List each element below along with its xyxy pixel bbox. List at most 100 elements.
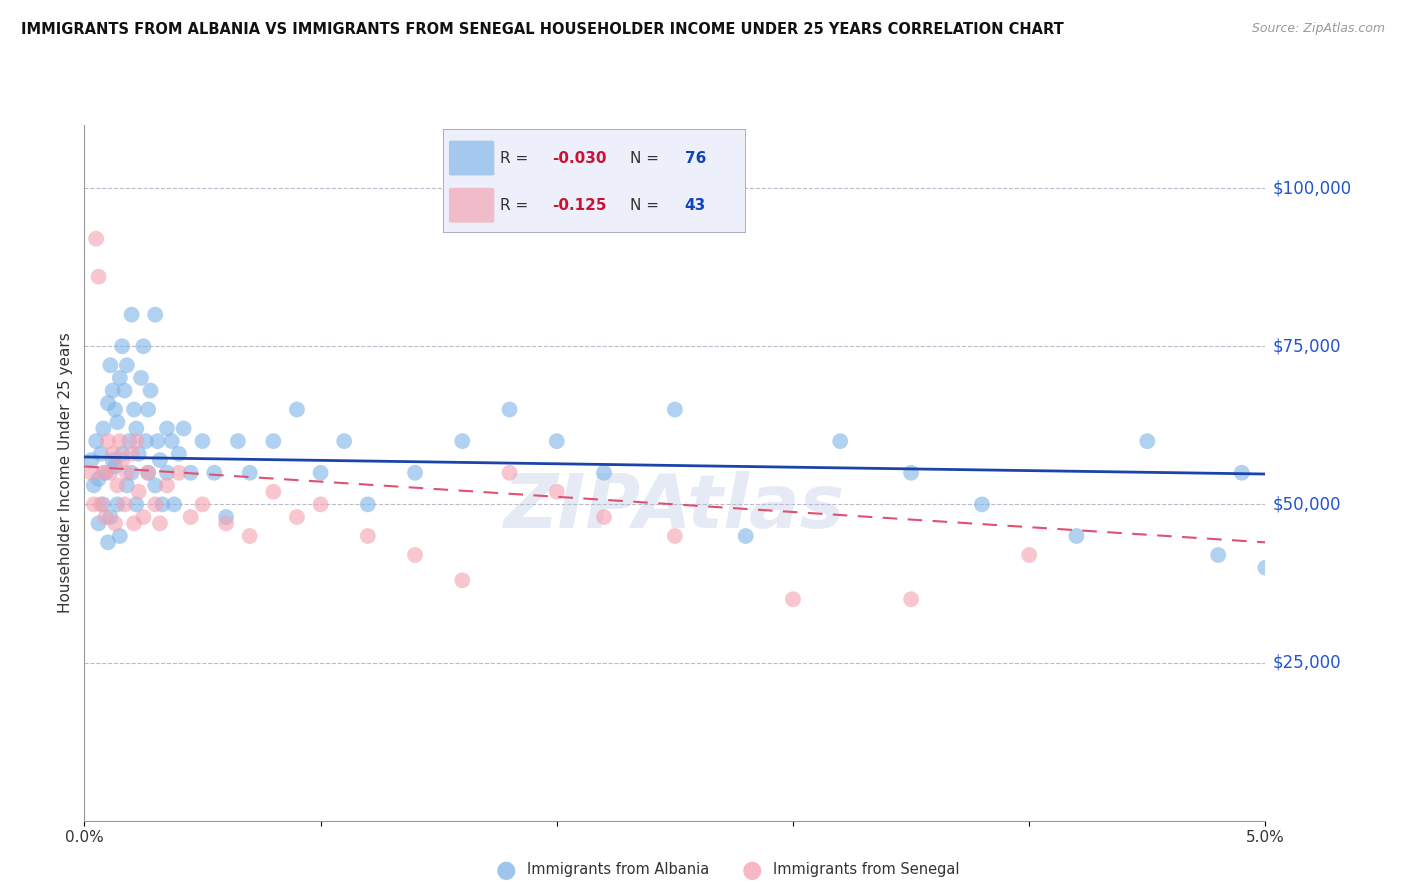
Point xyxy=(404,548,426,562)
Point xyxy=(139,384,162,398)
Point xyxy=(104,516,127,531)
Point xyxy=(125,434,148,449)
Text: Immigrants from Albania: Immigrants from Albania xyxy=(527,863,710,877)
Point xyxy=(115,358,138,372)
Text: -0.125: -0.125 xyxy=(551,198,606,213)
Point xyxy=(94,466,117,480)
Point xyxy=(121,447,143,461)
Point xyxy=(156,421,179,435)
Point xyxy=(129,371,152,385)
Text: ●: ● xyxy=(742,858,762,881)
Point xyxy=(451,574,474,588)
Point xyxy=(115,466,138,480)
Point xyxy=(84,232,107,246)
Point xyxy=(104,459,127,474)
Point xyxy=(98,358,121,372)
Point xyxy=(136,466,159,480)
Y-axis label: Householder Income Under 25 years: Householder Income Under 25 years xyxy=(58,333,73,613)
Point xyxy=(121,466,143,480)
Point xyxy=(309,497,332,511)
Point xyxy=(900,466,922,480)
Point xyxy=(156,466,179,480)
Point xyxy=(546,484,568,499)
Point xyxy=(1230,466,1253,480)
FancyBboxPatch shape xyxy=(449,188,495,223)
Point xyxy=(97,434,120,449)
Point xyxy=(226,434,249,449)
Point xyxy=(118,434,141,449)
Text: -0.030: -0.030 xyxy=(551,151,606,166)
Text: 76: 76 xyxy=(685,151,706,166)
Point xyxy=(167,447,190,461)
Point xyxy=(143,308,166,322)
Point xyxy=(333,434,356,449)
Point xyxy=(114,384,136,398)
Point xyxy=(125,421,148,435)
Point xyxy=(87,269,110,284)
Point xyxy=(136,466,159,480)
Point xyxy=(101,447,124,461)
Point xyxy=(91,466,114,480)
Point xyxy=(80,466,103,480)
Point xyxy=(143,497,166,511)
Point xyxy=(108,529,131,543)
Point xyxy=(146,434,169,449)
Point xyxy=(734,529,756,543)
Point xyxy=(285,510,308,524)
Point xyxy=(121,308,143,322)
Point xyxy=(593,510,616,524)
Point xyxy=(143,478,166,492)
Point xyxy=(239,529,262,543)
Point xyxy=(1018,548,1040,562)
Point xyxy=(970,497,993,511)
Point xyxy=(498,466,520,480)
Text: $25,000: $25,000 xyxy=(1272,654,1341,672)
Point xyxy=(262,484,284,499)
Point xyxy=(97,535,120,549)
Point xyxy=(1254,560,1277,574)
Text: Source: ZipAtlas.com: Source: ZipAtlas.com xyxy=(1251,22,1385,36)
Text: N =: N = xyxy=(630,151,664,166)
Point xyxy=(239,466,262,480)
Point xyxy=(285,402,308,417)
Point xyxy=(180,466,202,480)
Point xyxy=(664,402,686,417)
Point xyxy=(128,484,150,499)
Point xyxy=(1066,529,1088,543)
Point xyxy=(262,434,284,449)
Point xyxy=(215,510,238,524)
Point xyxy=(114,497,136,511)
Point xyxy=(115,478,138,492)
Point xyxy=(135,434,157,449)
Point xyxy=(125,497,148,511)
Point xyxy=(108,434,131,449)
Text: N =: N = xyxy=(630,198,664,213)
Point xyxy=(1206,548,1229,562)
Point xyxy=(136,402,159,417)
Point xyxy=(122,516,145,531)
Point xyxy=(167,466,190,480)
Point xyxy=(87,516,110,531)
Text: $100,000: $100,000 xyxy=(1272,179,1351,197)
Point xyxy=(87,472,110,486)
Point xyxy=(107,415,129,429)
Point xyxy=(664,529,686,543)
Point xyxy=(97,396,120,410)
Text: $75,000: $75,000 xyxy=(1272,337,1341,355)
Point xyxy=(202,466,225,480)
Point xyxy=(546,434,568,449)
Point xyxy=(90,447,112,461)
Point xyxy=(498,402,520,417)
Point xyxy=(163,497,186,511)
Point xyxy=(830,434,852,449)
Point xyxy=(122,402,145,417)
Text: $50,000: $50,000 xyxy=(1272,495,1341,514)
Point xyxy=(156,478,179,492)
Point xyxy=(107,497,129,511)
FancyBboxPatch shape xyxy=(449,141,495,176)
Point xyxy=(98,466,121,480)
Point xyxy=(309,466,332,480)
Text: R =: R = xyxy=(501,198,533,213)
Text: IMMIGRANTS FROM ALBANIA VS IMMIGRANTS FROM SENEGAL HOUSEHOLDER INCOME UNDER 25 Y: IMMIGRANTS FROM ALBANIA VS IMMIGRANTS FR… xyxy=(21,22,1064,37)
Point xyxy=(215,516,238,531)
